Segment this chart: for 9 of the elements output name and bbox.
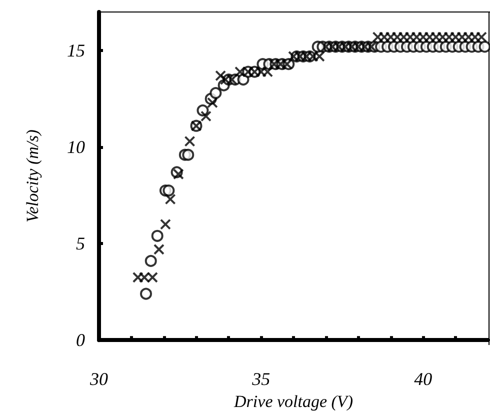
x-tick-label: 35 [251, 369, 270, 390]
y-axis-title: Velocity (m/s) [23, 129, 42, 223]
y-tick-label: 0 [76, 330, 85, 350]
y-tick-label: 15 [67, 40, 85, 61]
x-axis-title: Drive voltage (V) [233, 392, 354, 411]
y-tick-label: 5 [76, 234, 85, 254]
x-tick-label: 40 [414, 369, 432, 390]
y-tick-label: 10 [67, 137, 85, 158]
x-tick-label: 30 [89, 369, 108, 390]
